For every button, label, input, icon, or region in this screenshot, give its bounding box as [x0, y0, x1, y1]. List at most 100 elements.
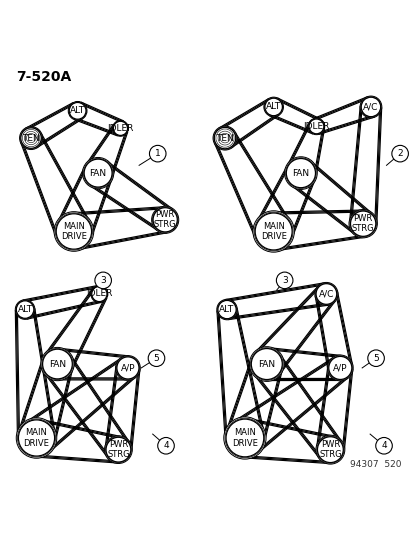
Text: ALT: ALT: [219, 305, 234, 314]
Text: PWR
STRG: PWR STRG: [107, 440, 129, 459]
Circle shape: [112, 120, 128, 136]
Text: ALT: ALT: [266, 102, 280, 111]
Circle shape: [327, 355, 352, 381]
Circle shape: [225, 419, 263, 457]
Circle shape: [54, 212, 93, 251]
Circle shape: [16, 418, 57, 458]
Circle shape: [391, 146, 407, 162]
Circle shape: [41, 348, 74, 381]
Circle shape: [20, 127, 42, 149]
Circle shape: [21, 128, 41, 148]
Circle shape: [43, 349, 72, 379]
Circle shape: [116, 357, 139, 379]
Circle shape: [348, 209, 376, 238]
Text: TEN: TEN: [22, 134, 40, 142]
Circle shape: [254, 212, 292, 251]
Circle shape: [328, 356, 351, 380]
Circle shape: [251, 349, 282, 379]
Circle shape: [254, 213, 292, 250]
Text: 94307  520: 94307 520: [349, 459, 401, 469]
Text: IDLER: IDLER: [303, 122, 329, 131]
Text: PWR
STRG: PWR STRG: [318, 440, 341, 459]
Circle shape: [68, 101, 87, 120]
Circle shape: [317, 437, 342, 463]
Circle shape: [42, 349, 73, 379]
Circle shape: [151, 206, 178, 233]
Circle shape: [157, 438, 174, 454]
Text: PWR
STRG: PWR STRG: [154, 211, 176, 229]
Circle shape: [308, 119, 323, 134]
Circle shape: [82, 157, 114, 189]
Circle shape: [104, 436, 132, 464]
Circle shape: [315, 284, 336, 304]
Circle shape: [307, 118, 324, 135]
Text: FAN: FAN: [49, 360, 66, 368]
Circle shape: [316, 436, 343, 463]
Circle shape: [314, 282, 337, 305]
Circle shape: [249, 346, 283, 382]
Text: IDLER: IDLER: [107, 124, 133, 133]
Text: 2: 2: [396, 149, 402, 158]
Circle shape: [217, 300, 236, 319]
Text: A/P: A/P: [120, 364, 135, 373]
Text: 3: 3: [281, 276, 287, 285]
Circle shape: [250, 348, 282, 381]
Text: MAIN
DRIVE: MAIN DRIVE: [260, 222, 286, 241]
Circle shape: [15, 300, 35, 319]
Circle shape: [69, 102, 86, 119]
Circle shape: [284, 157, 316, 189]
Circle shape: [264, 98, 282, 116]
Circle shape: [276, 272, 292, 289]
Circle shape: [213, 127, 236, 149]
Text: IDLER: IDLER: [86, 289, 112, 298]
Text: MAIN
DRIVE: MAIN DRIVE: [61, 222, 87, 241]
Circle shape: [148, 350, 164, 367]
Circle shape: [359, 96, 381, 118]
Text: 3: 3: [100, 276, 106, 285]
Circle shape: [309, 119, 323, 134]
Circle shape: [375, 438, 392, 454]
Circle shape: [349, 211, 375, 237]
Text: FAN: FAN: [89, 168, 107, 177]
Circle shape: [252, 211, 294, 252]
Circle shape: [225, 418, 264, 458]
Text: FAN: FAN: [258, 360, 275, 368]
Circle shape: [216, 300, 237, 320]
Circle shape: [263, 97, 283, 117]
Text: 4: 4: [163, 441, 169, 450]
Circle shape: [328, 357, 351, 379]
Text: ALT: ALT: [17, 305, 33, 314]
Text: MAIN
DRIVE: MAIN DRIVE: [24, 429, 49, 448]
Text: ALT: ALT: [70, 107, 85, 115]
Circle shape: [149, 146, 166, 162]
Circle shape: [16, 301, 34, 318]
Text: 5: 5: [153, 354, 159, 362]
Circle shape: [217, 301, 235, 319]
Circle shape: [17, 419, 55, 457]
Circle shape: [91, 286, 107, 302]
Circle shape: [19, 420, 55, 456]
Circle shape: [90, 286, 108, 303]
Text: A/C: A/C: [318, 289, 333, 298]
Circle shape: [106, 437, 131, 462]
Circle shape: [115, 356, 140, 381]
Circle shape: [360, 97, 380, 117]
Circle shape: [214, 127, 235, 149]
Text: 5: 5: [372, 354, 378, 362]
Circle shape: [286, 158, 315, 188]
Text: A/C: A/C: [362, 102, 378, 111]
Circle shape: [69, 102, 86, 119]
Text: PWR
STRG: PWR STRG: [351, 214, 374, 233]
Circle shape: [116, 357, 139, 379]
Circle shape: [315, 435, 344, 464]
Circle shape: [152, 207, 178, 232]
Circle shape: [56, 214, 91, 249]
Text: 7-520A: 7-520A: [17, 70, 71, 84]
Text: MAIN
DRIVE: MAIN DRIVE: [231, 429, 257, 448]
Circle shape: [285, 158, 316, 189]
Circle shape: [113, 122, 127, 135]
Circle shape: [367, 350, 383, 367]
Circle shape: [223, 417, 266, 459]
Circle shape: [95, 272, 111, 289]
Text: A/P: A/P: [332, 364, 347, 373]
